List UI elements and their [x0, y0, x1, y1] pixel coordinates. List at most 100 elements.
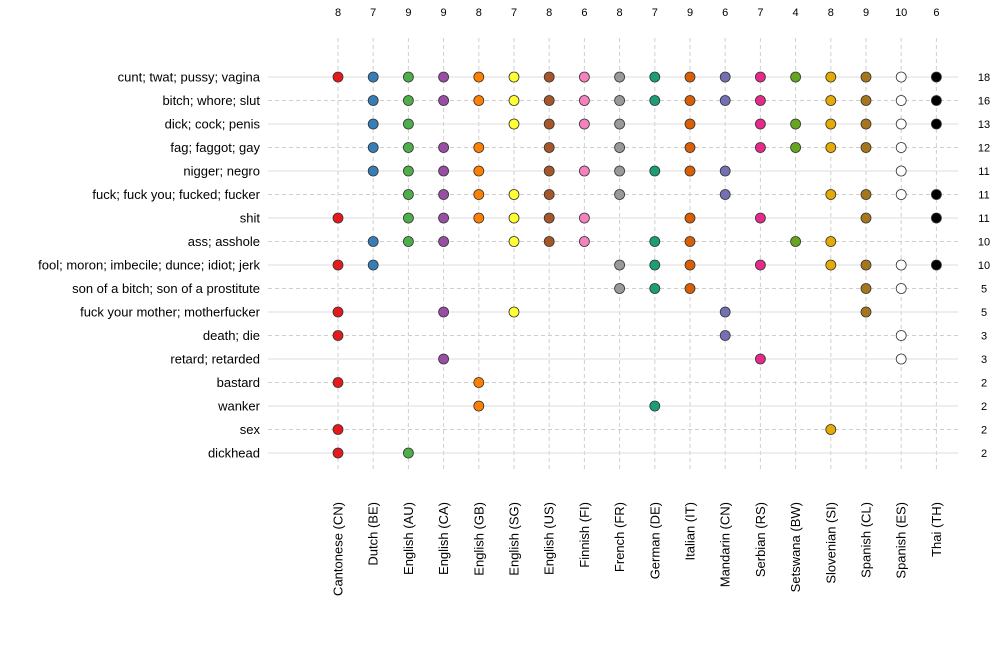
dot	[508, 212, 520, 224]
dot	[367, 165, 379, 177]
dot	[543, 212, 555, 224]
row-label: son of a bitch; son of a prostitute	[72, 281, 260, 296]
dot	[755, 95, 766, 106]
column-total: 9	[441, 7, 447, 19]
dot	[438, 71, 450, 83]
dot	[931, 259, 942, 271]
dot	[367, 95, 379, 106]
row-total: 3	[981, 354, 987, 366]
column-label: Finnish (FI)	[577, 502, 592, 568]
column-total: 9	[687, 7, 693, 19]
dot	[332, 330, 344, 341]
dot	[543, 118, 555, 130]
dot	[790, 71, 801, 83]
row-label: fool; moron; imbecile; dunce; idiot; jer…	[38, 258, 260, 273]
row-label: sex	[240, 422, 261, 437]
dot	[825, 71, 837, 83]
dot	[508, 306, 520, 318]
dot	[895, 165, 907, 177]
column-totals: 8 7 9 9 8 7 8 6 8 7 9 6 7 4 8 9 10 6	[335, 7, 940, 19]
dot	[402, 447, 414, 459]
column-label: English (SG)	[507, 502, 522, 576]
dot	[508, 71, 520, 83]
dot	[860, 71, 872, 83]
dot	[543, 189, 555, 200]
dot	[860, 95, 872, 106]
dot	[649, 400, 661, 412]
dot	[579, 236, 590, 247]
row-label: shit	[240, 211, 261, 226]
dots-layer	[332, 71, 942, 459]
column-label: Spanish (CL)	[859, 502, 874, 578]
row-total: 11	[978, 213, 989, 225]
column-total: 7	[370, 7, 376, 19]
row-total: 3	[981, 331, 987, 343]
column-label: French (FR)	[612, 502, 627, 572]
row-label: fag; faggot; gay	[170, 140, 260, 155]
dot	[579, 95, 590, 106]
dot	[543, 142, 555, 153]
dot	[825, 142, 837, 153]
dot	[614, 165, 625, 177]
dot	[719, 306, 731, 318]
column-label: Slovenian (SI)	[823, 502, 838, 584]
dot	[438, 189, 450, 200]
dot	[825, 259, 837, 271]
dot	[438, 142, 450, 153]
column-total: 7	[652, 7, 658, 19]
dot	[473, 165, 485, 177]
column-total: 8	[546, 7, 552, 19]
row-total: 12	[978, 143, 990, 155]
column-total: 9	[863, 7, 869, 19]
dot	[684, 236, 696, 247]
row-label: bastard	[217, 375, 260, 390]
column-label: Italian (IT)	[683, 502, 698, 561]
grid-layer	[268, 38, 958, 472]
dot	[402, 212, 414, 224]
column-label: Thai (TH)	[929, 502, 944, 557]
dot	[614, 118, 625, 130]
row-total: 2	[981, 378, 987, 390]
dot	[895, 142, 907, 153]
dot	[860, 306, 872, 318]
column-labels: Cantonese (CN) Dutch (BE) English (AU) Engl…	[331, 502, 944, 596]
column-total: 8	[828, 7, 834, 19]
row-label: bitch; whore; slut	[162, 93, 260, 108]
dot	[367, 142, 379, 153]
dot	[755, 71, 766, 83]
dot	[719, 95, 731, 106]
column-total: 4	[793, 7, 799, 19]
dot	[931, 95, 942, 106]
dot	[860, 283, 872, 294]
dot	[684, 95, 696, 106]
dot	[895, 95, 907, 106]
dot	[473, 212, 485, 224]
column-total: 8	[476, 7, 482, 19]
column-label: English (CA)	[436, 502, 451, 575]
dot	[438, 212, 450, 224]
dot	[473, 377, 485, 388]
dot	[719, 330, 731, 341]
dot	[790, 236, 801, 247]
row-total: 11	[978, 190, 989, 202]
dot	[579, 165, 590, 177]
dot	[825, 236, 837, 247]
column-label: Spanish (ES)	[894, 502, 909, 579]
dot	[614, 259, 625, 271]
dot	[543, 236, 555, 247]
dot	[860, 212, 872, 224]
dot	[825, 118, 837, 130]
dot	[755, 353, 766, 365]
column-total: 8	[617, 7, 623, 19]
column-total: 7	[757, 7, 763, 19]
row-total: 13	[978, 119, 990, 131]
row-label: fuck; fuck you; fucked; fucker	[92, 187, 260, 202]
row-label: ass; asshole	[188, 234, 260, 249]
column-label: German (DE)	[647, 502, 662, 579]
column-total: 6	[933, 7, 939, 19]
row-label: nigger; negro	[183, 164, 260, 179]
row-label: death; die	[203, 328, 260, 343]
dot	[402, 71, 414, 83]
dot	[755, 259, 766, 271]
dot	[684, 259, 696, 271]
